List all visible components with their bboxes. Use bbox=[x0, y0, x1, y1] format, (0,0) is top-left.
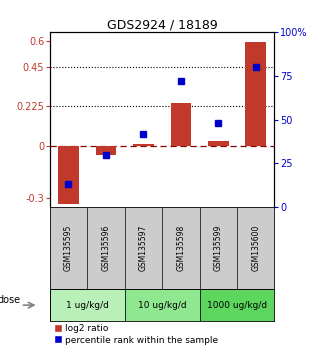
Legend: log2 ratio, percentile rank within the sample: log2 ratio, percentile rank within the s… bbox=[54, 324, 218, 344]
Bar bbox=[96, 146, 116, 155]
Bar bbox=[125, 289, 200, 321]
Text: GSM135595: GSM135595 bbox=[64, 225, 73, 272]
Text: GSM135599: GSM135599 bbox=[214, 225, 223, 272]
Text: 1000 ug/kg/d: 1000 ug/kg/d bbox=[207, 301, 267, 310]
Title: GDS2924 / 18189: GDS2924 / 18189 bbox=[107, 19, 218, 32]
Bar bbox=[200, 289, 274, 321]
Bar bbox=[246, 41, 266, 146]
Text: GSM135596: GSM135596 bbox=[101, 225, 110, 272]
Text: dose: dose bbox=[0, 295, 21, 306]
Text: GSM135600: GSM135600 bbox=[251, 225, 260, 272]
Bar bbox=[58, 146, 79, 204]
Bar bbox=[50, 289, 125, 321]
Bar bbox=[208, 142, 229, 146]
Text: 1 ug/kg/d: 1 ug/kg/d bbox=[66, 301, 108, 310]
Text: 10 ug/kg/d: 10 ug/kg/d bbox=[138, 301, 187, 310]
Text: GSM135597: GSM135597 bbox=[139, 225, 148, 272]
Bar bbox=[170, 103, 191, 146]
Bar bbox=[133, 144, 154, 146]
Text: GSM135598: GSM135598 bbox=[176, 225, 185, 271]
